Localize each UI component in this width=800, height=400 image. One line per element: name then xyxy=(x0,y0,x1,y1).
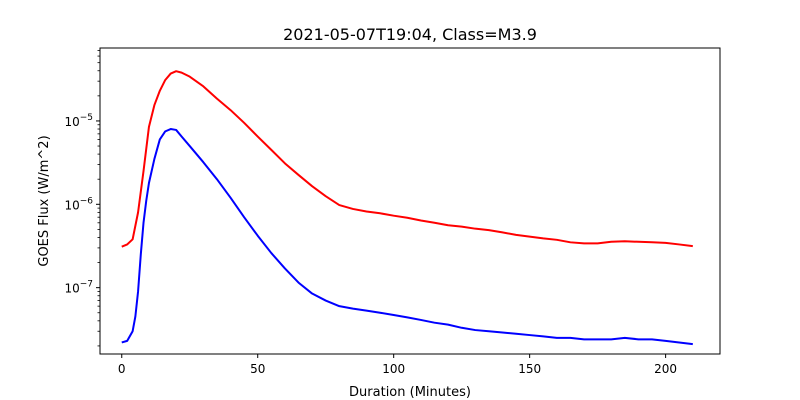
x-axis-label: Duration (Minutes) xyxy=(349,385,471,400)
x-tick-label: 0 xyxy=(118,362,126,376)
y-tick-label: 10−6 xyxy=(64,196,93,212)
y-tick-label: 10−5 xyxy=(64,113,93,129)
x-tick-label: 100 xyxy=(382,362,405,376)
x-axis: 0 50 100 150 200 xyxy=(118,354,677,376)
series-line-2 xyxy=(121,128,693,346)
y-tick-label: 10−7 xyxy=(64,280,93,296)
series-line-1 xyxy=(121,70,693,248)
chart-title: 2021-05-07T19:04, Class=M3.9 xyxy=(283,25,537,44)
x-tick-label: 200 xyxy=(654,362,677,376)
plot-frame xyxy=(99,47,721,355)
y-axis-label: GOES Flux (W/m^2) xyxy=(37,135,52,266)
x-tick-label: 150 xyxy=(518,362,541,376)
x-tick-label: 50 xyxy=(250,362,265,376)
series-layer xyxy=(121,70,693,346)
y-axis: 10−7 10−6 10−5 xyxy=(64,50,100,347)
